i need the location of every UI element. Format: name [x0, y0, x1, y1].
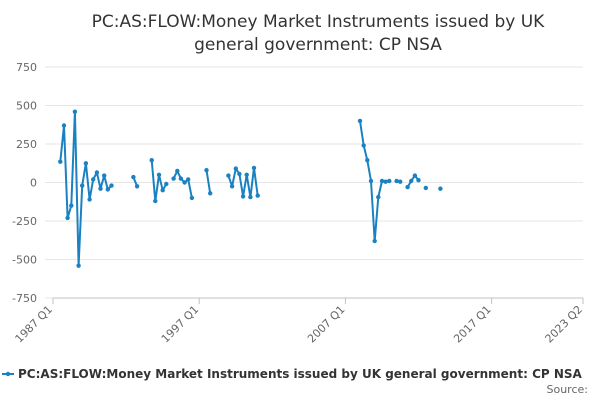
data-point: [379, 178, 385, 184]
data-point: [102, 173, 107, 178]
data-point: [72, 109, 78, 114]
x-tick-label: 2017 Q1: [451, 303, 494, 346]
data-point: [131, 174, 136, 180]
y-tick-label: 250: [16, 138, 37, 151]
y-tick-label: -750: [12, 292, 37, 305]
data-point: [361, 143, 366, 148]
data-point: [134, 184, 140, 189]
data-point: [61, 123, 67, 128]
data-point: [372, 238, 377, 244]
data-point: [83, 161, 89, 166]
data-point: [409, 178, 414, 184]
data-point: [156, 172, 162, 177]
data-point: [149, 158, 154, 163]
data-point: [109, 183, 114, 188]
data-point: [240, 194, 246, 199]
data-point: [98, 186, 103, 191]
data-point: [233, 166, 238, 171]
data-point: [255, 193, 260, 198]
data-point: [105, 187, 111, 192]
series-line: [406, 174, 420, 189]
data-point: [80, 183, 85, 188]
data-point: [175, 168, 180, 174]
y-tick-label: 750: [16, 61, 37, 74]
data-point: [153, 198, 158, 204]
data-point: [365, 158, 370, 163]
data-point: [189, 195, 195, 201]
y-tick-label: 0: [30, 177, 37, 190]
y-tick-label: -250: [12, 215, 37, 228]
data-point: [237, 171, 242, 177]
data-point: [244, 172, 249, 177]
chart-title-line-2: general government: CP NSA: [194, 35, 442, 55]
data-point: [405, 184, 410, 190]
series-line: [205, 169, 212, 195]
data-point: [394, 178, 399, 184]
data-point: [160, 188, 165, 193]
data-point: [164, 181, 169, 187]
source-label: Source:: [547, 383, 589, 396]
data-point: [438, 186, 443, 191]
data-point: [248, 194, 253, 200]
data-point: [398, 179, 403, 184]
data-point: [186, 177, 191, 182]
series-line: [172, 169, 193, 199]
series-plot: [58, 109, 443, 268]
data-point: [182, 180, 187, 185]
data-point: [226, 173, 231, 178]
series-line: [59, 110, 113, 267]
data-point: [208, 191, 213, 196]
data-point: [91, 177, 96, 182]
x-axis: 1987 Q1 1997 Q1 2007 Q1 2017 Q1 2023 Q2: [13, 297, 586, 346]
y-tick-label: 500: [16, 100, 37, 113]
data-point: [178, 176, 184, 181]
data-point: [229, 184, 235, 189]
data-point: [204, 168, 209, 173]
x-tick-label: 2007 Q1: [305, 303, 348, 346]
y-tick-label: -500: [12, 254, 37, 267]
data-point: [412, 173, 418, 178]
data-point: [387, 178, 392, 184]
data-point: [376, 194, 381, 200]
data-point: [58, 159, 63, 164]
y-axis: 750 500 250 0 -250 -500 -750: [12, 61, 37, 305]
x-tick-label: 1997 Q1: [159, 303, 202, 346]
data-point: [368, 178, 374, 184]
data-point: [65, 215, 70, 221]
data-point: [76, 263, 81, 268]
legend-item-label[interactable]: PC:AS:FLOW:Money Market Instruments issu…: [18, 367, 583, 381]
x-tick-label: 1987 Q1: [13, 303, 56, 346]
legend-symbol-marker: [5, 371, 11, 377]
data-point: [416, 178, 421, 183]
data-point: [171, 176, 176, 181]
chart-title-line-1: PC:AS:FLOW:Money Market Instruments issu…: [92, 12, 546, 32]
gridlines: [45, 66, 583, 299]
data-point: [357, 118, 363, 124]
data-point: [69, 203, 74, 208]
data-point: [87, 197, 92, 202]
data-point: [94, 170, 100, 175]
series-line: [150, 159, 168, 202]
data-point: [383, 179, 388, 184]
data-point: [251, 165, 257, 171]
legend[interactable]: PC:AS:FLOW:Money Market Instruments issu…: [2, 367, 583, 381]
x-tick-label: 2023 Q2: [543, 303, 586, 346]
data-point: [423, 185, 428, 191]
